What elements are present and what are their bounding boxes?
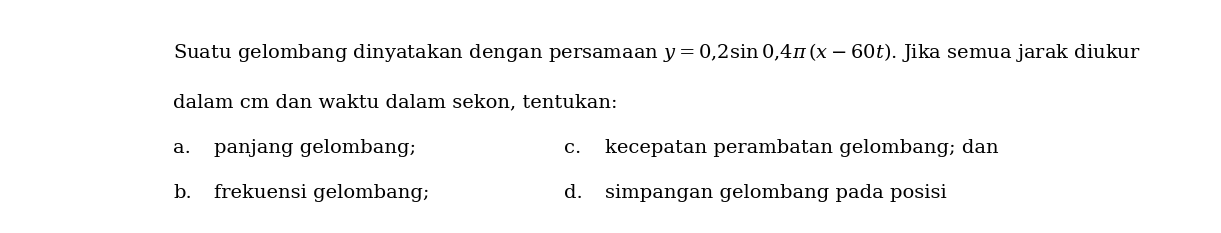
Text: a.: a.: [173, 139, 192, 157]
Text: Suatu gelombang dinyatakan dengan persamaan $y = 0{,}2\sin 0{,}4\pi\,(x - 60t)$.: Suatu gelombang dinyatakan dengan persam…: [173, 41, 1142, 64]
Text: dalam cm dan waktu dalam sekon, tentukan:: dalam cm dan waktu dalam sekon, tentukan…: [173, 93, 618, 111]
Text: panjang gelombang;: panjang gelombang;: [214, 139, 416, 157]
Text: simpangan gelombang pada posisi: simpangan gelombang pada posisi: [604, 184, 946, 202]
Text: kecepatan perambatan gelombang; dan: kecepatan perambatan gelombang; dan: [604, 139, 999, 157]
Text: frekuensi gelombang;: frekuensi gelombang;: [214, 184, 430, 202]
Text: c.: c.: [564, 139, 581, 157]
Text: b.: b.: [173, 184, 192, 202]
Text: d.: d.: [564, 184, 582, 202]
